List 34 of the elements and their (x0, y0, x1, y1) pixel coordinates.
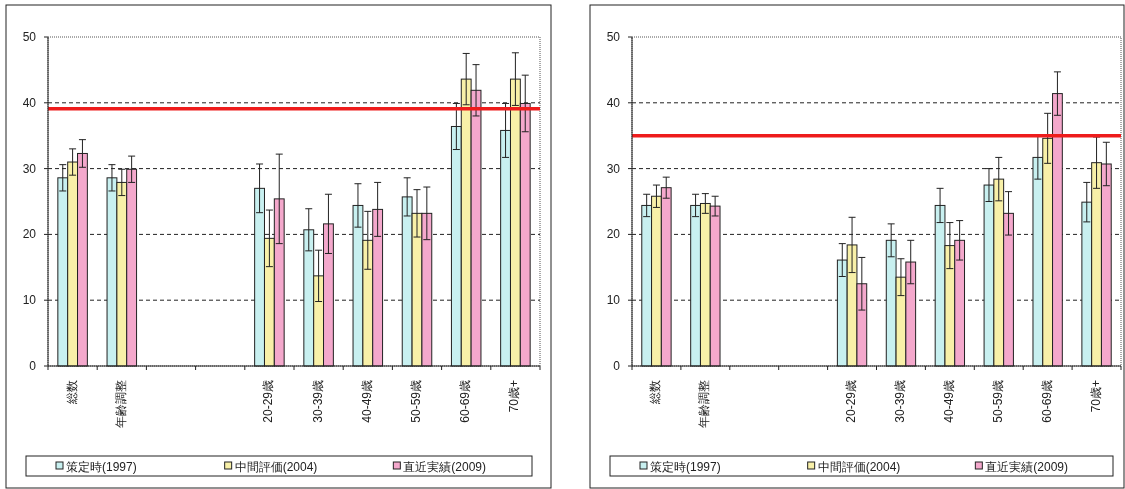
x-tick-label: 70歳+ (507, 380, 522, 413)
y-tick-label: 30 (606, 161, 621, 176)
x-tick-label: 30-39歳 (892, 380, 907, 423)
y-tick-label: 40 (606, 95, 621, 110)
x-tick-label: 40-49歳 (359, 380, 374, 423)
x-tick-label: 総数 (64, 380, 79, 405)
legend-label: 直近実績(2009) (403, 459, 487, 474)
x-tick-label: 総数 (648, 380, 663, 405)
legend-label: 策定時(1997) (650, 459, 721, 474)
x-tick-label: 60-69歳 (1039, 380, 1054, 423)
y-tick-label: 0 (29, 359, 37, 373)
y-tick-label: 50 (22, 30, 37, 44)
x-tick-label: 60-69歳 (458, 380, 473, 423)
y-tick-label: 20 (22, 227, 37, 242)
x-tick-label: 年齢調整 (697, 380, 712, 428)
y-tick-label: 0 (613, 359, 621, 373)
y-tick-label: 40 (22, 95, 37, 110)
x-tick-label: 20-29歳 (844, 380, 859, 423)
x-tick-label: 30-39歳 (310, 380, 325, 423)
x-tick-label: 70歳+ (1088, 380, 1103, 413)
legend-label: 中間評価(2004) (817, 459, 901, 474)
x-tick-label: 20-29歳 (261, 380, 276, 423)
x-tick-label: 40-49歳 (941, 380, 956, 423)
legend-label: 策定時(1997) (66, 459, 137, 474)
y-tick-label: 20 (606, 227, 621, 242)
y-tick-label: 10 (22, 293, 37, 308)
legend-label: 中間評価(2004) (234, 459, 318, 474)
legend-label: 直近実績(2009) (985, 459, 1069, 474)
y-tick-label: 30 (22, 161, 37, 176)
x-tick-label: 年齢調整 (113, 380, 128, 428)
y-tick-label: 50 (606, 30, 621, 44)
x-tick-label: 50-59歳 (409, 380, 423, 423)
x-tick-label: 50-59歳 (990, 380, 1005, 423)
y-tick-label: 10 (606, 293, 621, 308)
